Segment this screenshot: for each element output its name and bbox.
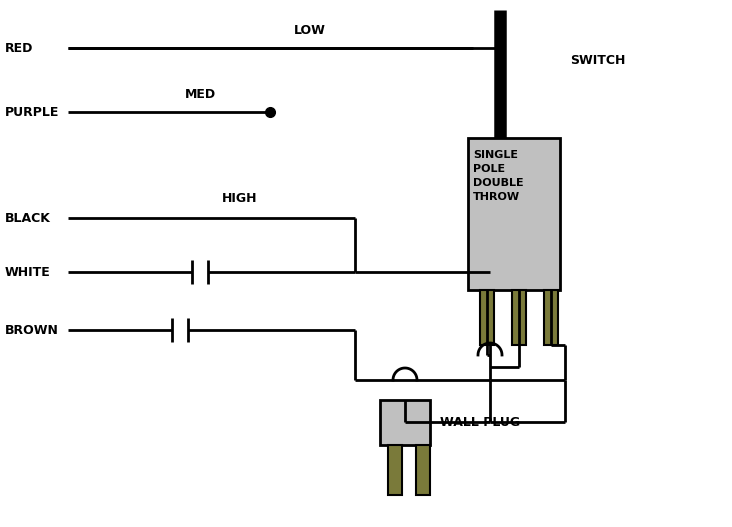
Bar (512, 290, 526, 345)
Text: SINGLE
POLE
DOUBLE
THROW: SINGLE POLE DOUBLE THROW (473, 150, 523, 202)
Bar (480, 290, 494, 345)
Text: BROWN: BROWN (5, 324, 59, 337)
Bar (380, 400, 430, 445)
Bar (468, 138, 560, 290)
Bar (388, 445, 402, 495)
Bar (544, 290, 558, 345)
Text: BLACK: BLACK (5, 211, 51, 225)
Text: WHITE: WHITE (5, 266, 51, 278)
Text: PURPLE: PURPLE (5, 105, 59, 119)
Bar (416, 445, 430, 495)
Text: WALL PLUG: WALL PLUG (440, 415, 520, 428)
Text: LOW: LOW (294, 24, 326, 36)
Text: RED: RED (5, 42, 34, 54)
Text: HIGH: HIGH (223, 191, 258, 204)
Text: SWITCH: SWITCH (570, 54, 625, 66)
Text: MED: MED (184, 87, 215, 101)
